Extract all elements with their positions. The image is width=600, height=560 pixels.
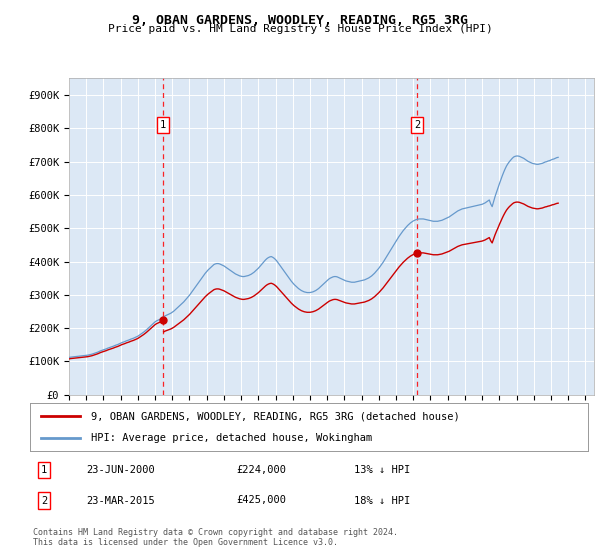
Text: 9, OBAN GARDENS, WOODLEY, READING, RG5 3RG: 9, OBAN GARDENS, WOODLEY, READING, RG5 3…	[132, 14, 468, 27]
Text: 1: 1	[160, 120, 166, 130]
Text: £224,000: £224,000	[236, 465, 286, 475]
Text: HPI: Average price, detached house, Wokingham: HPI: Average price, detached house, Woki…	[91, 433, 373, 443]
Text: 2: 2	[414, 120, 420, 130]
Text: 2: 2	[41, 496, 47, 506]
Text: 23-MAR-2015: 23-MAR-2015	[86, 496, 155, 506]
Text: £425,000: £425,000	[236, 496, 286, 506]
Text: 13% ↓ HPI: 13% ↓ HPI	[353, 465, 410, 475]
Text: 18% ↓ HPI: 18% ↓ HPI	[353, 496, 410, 506]
Text: 23-JUN-2000: 23-JUN-2000	[86, 465, 155, 475]
Text: 9, OBAN GARDENS, WOODLEY, READING, RG5 3RG (detached house): 9, OBAN GARDENS, WOODLEY, READING, RG5 3…	[91, 411, 460, 421]
Text: 1: 1	[41, 465, 47, 475]
Text: Contains HM Land Registry data © Crown copyright and database right 2024.
This d: Contains HM Land Registry data © Crown c…	[33, 528, 398, 547]
Text: Price paid vs. HM Land Registry's House Price Index (HPI): Price paid vs. HM Land Registry's House …	[107, 24, 493, 34]
